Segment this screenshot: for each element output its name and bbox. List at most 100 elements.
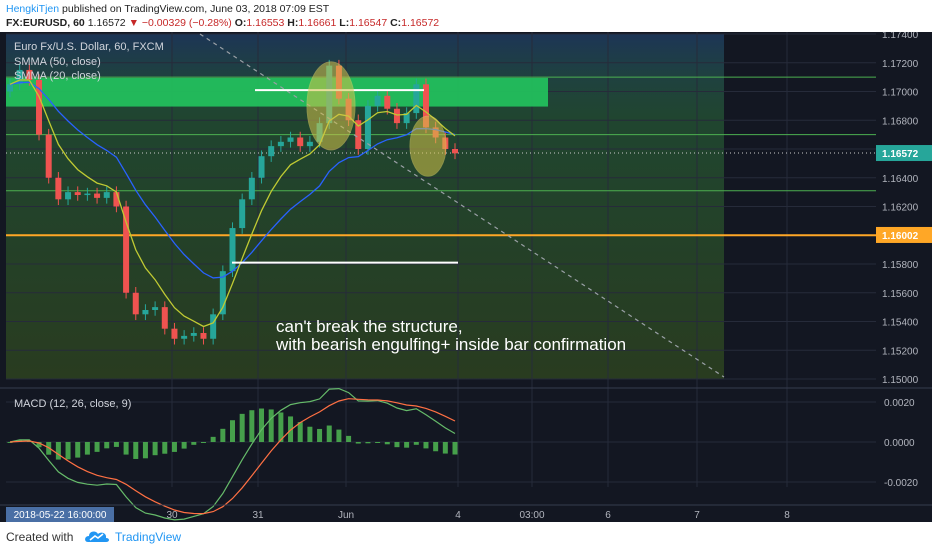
price-tick-label: 1.15400 xyxy=(882,318,919,329)
candle-body xyxy=(364,105,371,149)
macd-histogram-bar xyxy=(452,442,458,455)
legend-title: Euro Fx/U.S. Dollar, 60, FXCM xyxy=(14,41,164,53)
price-tick-label: 1.17400 xyxy=(882,32,919,41)
candle-body xyxy=(452,149,458,154)
tradingview-brand[interactable]: TradingView xyxy=(115,530,182,544)
price-tick-label: 1.16400 xyxy=(882,174,919,185)
candle-body xyxy=(219,271,226,315)
candle-body xyxy=(26,69,33,80)
macd-histogram-bar xyxy=(249,410,255,442)
open-label: O: xyxy=(234,17,247,29)
legend-smma20: SMMA (20, close) xyxy=(14,70,101,82)
candle-body xyxy=(94,193,101,198)
candle-body xyxy=(142,310,149,315)
price-tick-label: 1.16800 xyxy=(882,116,919,127)
macd-histogram-bar xyxy=(123,442,129,455)
price-axis[interactable]: 1.174001.172001.170001.168001.166001.164… xyxy=(876,30,932,386)
candle-body xyxy=(287,137,294,142)
candle-body xyxy=(306,141,313,147)
candle-body xyxy=(84,193,91,196)
macd-histogram-bar xyxy=(36,442,42,448)
macd-histogram-bar xyxy=(181,442,187,449)
drawings xyxy=(199,33,725,378)
macd-histogram-bar xyxy=(171,442,177,452)
macd-histogram-bar xyxy=(113,442,119,447)
highlight-ellipse xyxy=(306,61,356,151)
candle-body xyxy=(190,333,197,336)
tradingview-logo-icon xyxy=(85,531,109,542)
candle-body xyxy=(239,199,246,229)
macd-histogram-bar xyxy=(365,442,371,444)
candle-body xyxy=(355,120,362,149)
candle-body xyxy=(422,84,429,128)
macd-tick-label: -0.0020 xyxy=(884,478,918,489)
macd-histogram-bar xyxy=(191,442,197,445)
candle-body xyxy=(413,84,420,114)
price-label-text: 1.16572 xyxy=(882,149,919,160)
candle-body xyxy=(65,192,72,200)
macd-histogram-bar xyxy=(413,442,419,445)
down-arrow-icon: ▼ xyxy=(128,17,139,29)
macd-histogram-bar xyxy=(442,442,448,454)
macd-histogram-bar xyxy=(346,435,352,442)
signal-line xyxy=(9,398,456,515)
candle-body xyxy=(403,113,410,124)
macd-histogram-bar xyxy=(336,429,342,442)
macd-histogram-bar xyxy=(259,408,265,442)
price-label-box xyxy=(876,226,932,243)
published-text: published on TradingView.com, June 03, 2… xyxy=(62,3,330,15)
macd-tick-label: 0.0020 xyxy=(884,398,915,409)
smma-20-line xyxy=(9,79,456,328)
macd-histogram-bar xyxy=(268,409,274,442)
chart-svg[interactable]: 1.174001.172001.170001.168001.166001.164… xyxy=(0,30,932,522)
macd-histogram-bar xyxy=(220,428,226,442)
time-tick-label: 30 xyxy=(166,510,178,521)
price-tick-label: 1.15600 xyxy=(882,289,919,300)
change-value: −0.00329 (−0.28%) xyxy=(141,17,232,29)
macd-line xyxy=(9,387,456,521)
author-link[interactable]: HengkiTjen xyxy=(6,3,60,15)
candle-body xyxy=(200,333,207,339)
candle-body xyxy=(16,69,23,85)
price-tick-label: 1.15800 xyxy=(882,260,919,271)
candle-body xyxy=(374,95,381,106)
candle-body xyxy=(36,80,43,135)
macd-histogram-bar xyxy=(423,442,429,449)
close-label: C: xyxy=(390,17,402,29)
close-value: 1.16572 xyxy=(401,17,440,29)
time-tick-label: 4 xyxy=(455,510,461,521)
publish-info: HengkiTjen published on TradingView.com,… xyxy=(6,3,329,15)
macd-histogram-bar xyxy=(326,425,332,442)
created-with-text: Created with xyxy=(6,530,74,544)
time-tick-label: 6 xyxy=(605,510,611,521)
macd-histogram-bar xyxy=(94,442,100,452)
symbol-label: FX:EURUSD, 60 xyxy=(6,17,85,29)
candle-body xyxy=(258,156,265,178)
chart-area[interactable]: 1.174001.172001.170001.168001.166001.164… xyxy=(0,30,932,522)
macd-histogram-bar xyxy=(404,442,410,448)
time-tick-label: 03:00 xyxy=(519,510,544,521)
macd-histogram-bar xyxy=(384,442,390,445)
macd-histogram-bar xyxy=(375,442,381,443)
time-axis[interactable]: 30 31 Jun 4 03:00 6 7 8 2018-05-22 16:00:00 xyxy=(0,504,932,522)
candle-body xyxy=(210,314,217,339)
ohlc-line: FX:EURUSD, 60 1.16572 ▼ −0.00329 (−0.28%… xyxy=(6,17,439,29)
resistance-zone xyxy=(6,77,548,107)
chart-header: HengkiTjen published on TradingView.com,… xyxy=(0,0,932,32)
open-value: 1.16553 xyxy=(246,17,285,29)
macd-tick-label: 0.0000 xyxy=(884,438,915,449)
candle-body xyxy=(113,192,120,207)
macd-histogram-bar xyxy=(84,442,90,455)
macd-histogram-bar xyxy=(278,412,284,442)
last-price: 1.16572 xyxy=(87,17,126,29)
candle-body xyxy=(181,335,188,339)
macd-histogram-bar xyxy=(200,442,206,443)
macd-histogram-bar xyxy=(297,422,303,442)
price-tick-label: 1.17200 xyxy=(882,59,919,70)
macd-histogram-bar xyxy=(152,442,158,456)
macd-histogram-bar xyxy=(230,420,235,442)
candle-body xyxy=(384,95,391,109)
crosshair-time-label: 2018-05-22 16:00:00 xyxy=(14,510,107,521)
price-tick-label: 1.17000 xyxy=(882,88,919,99)
macd-histogram-bar xyxy=(75,442,81,458)
